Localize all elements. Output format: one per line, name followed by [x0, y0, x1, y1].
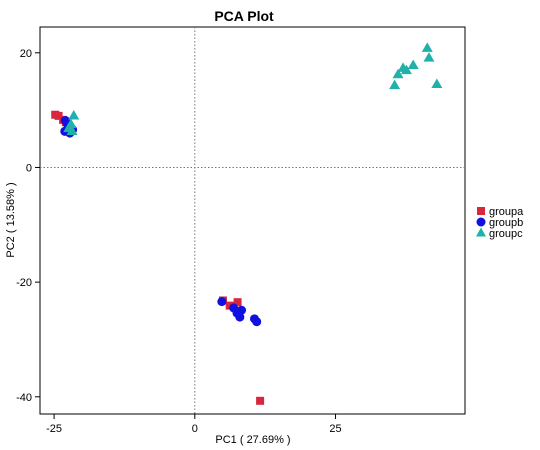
- x-axis-title: PC1 ( 27.69% ): [215, 434, 290, 446]
- x-tick-label: 25: [329, 423, 341, 435]
- legend-item-groupc: groupc: [476, 227, 523, 240]
- reference-lines: [40, 27, 465, 414]
- y-tick-label: 0: [26, 162, 32, 174]
- legend-label: groupb: [489, 217, 523, 229]
- data-point-groupa: [225, 301, 234, 310]
- chart-title: PCA Plot: [214, 8, 274, 24]
- y-tick-label: 20: [20, 48, 32, 60]
- data-point-groupa: [233, 298, 242, 307]
- legend-label: groupc: [489, 228, 523, 240]
- data-point-groupc: [389, 79, 401, 90]
- series-groupc: [63, 42, 443, 135]
- data-point-groupc: [431, 78, 443, 88]
- x-tick-label: 0: [192, 423, 198, 435]
- data-point-groupc: [423, 52, 435, 62]
- legend-label: groupa: [489, 206, 524, 218]
- x-tick-label: -25: [46, 423, 62, 435]
- series-groupb: [60, 115, 262, 327]
- data-point-groupc: [407, 59, 419, 70]
- data-point-groupc: [421, 42, 433, 52]
- data-point-groupb: [217, 297, 227, 307]
- plot-frame: [39, 26, 466, 415]
- circle-legend-icon: [476, 217, 486, 227]
- triangle-legend-icon: [476, 227, 486, 237]
- data-point-groupa: [54, 111, 63, 120]
- y-axis-title: PC2 ( 13.58% ): [5, 182, 17, 257]
- x-axis: -25 0 25: [46, 414, 342, 435]
- data-points: [51, 42, 443, 405]
- y-tick-label: -40: [16, 392, 32, 404]
- data-point-groupc: [400, 64, 412, 75]
- y-tick-label: -20: [16, 277, 32, 289]
- legend-item-groupa: groupa: [477, 206, 524, 218]
- legend-item-groupb: groupb: [476, 217, 523, 229]
- data-point-groupb: [252, 317, 262, 327]
- y-axis: 20 0 -20 -40: [16, 48, 40, 404]
- data-point-groupc: [68, 109, 80, 120]
- data-point-groupb: [237, 305, 247, 315]
- series-groupa: [51, 110, 265, 405]
- data-point-groupb: [235, 312, 245, 322]
- data-point-groupc: [392, 68, 404, 79]
- data-point-groupc: [66, 125, 78, 135]
- data-point-groupa: [256, 396, 265, 405]
- square-legend-icon: [477, 207, 485, 215]
